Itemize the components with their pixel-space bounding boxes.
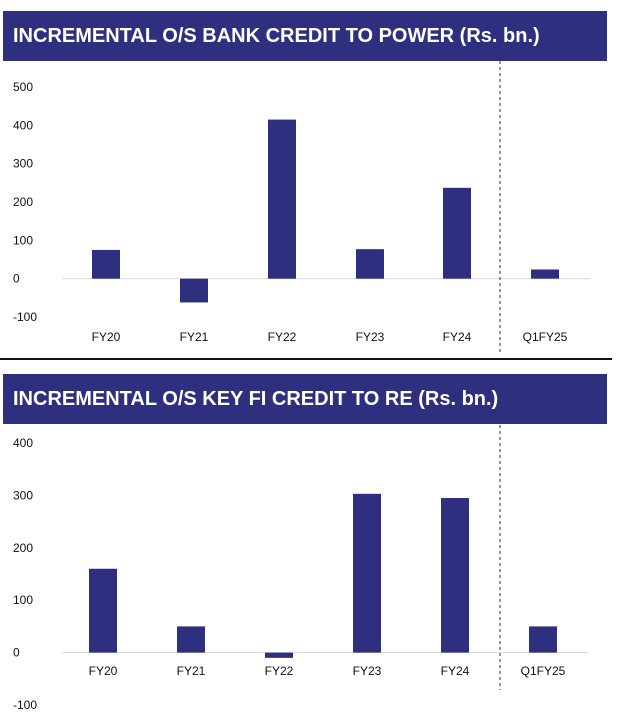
chart-2-header: INCREMENTAL O/S KEY FI CREDIT TO RE (Rs.… (3, 374, 607, 424)
y-tick-label: 100 (13, 233, 33, 247)
bar-fy22 (265, 652, 293, 658)
y-tick-label: 300 (13, 157, 33, 171)
x-tick-label: FY20 (92, 330, 121, 344)
chart-2-plot: 400 300 200 100 0 -100 FY20 FY21 FY22 FY23 FY24 Q1F… (13, 425, 588, 712)
y-tick-label: 200 (13, 541, 33, 555)
x-tick-label: Q1FY25 (521, 664, 566, 678)
x-tick-label: FY21 (180, 330, 209, 344)
y-tick-label: 100 (13, 593, 33, 607)
y-tick-label: 400 (13, 118, 33, 132)
chart-1-title: INCREMENTAL O/S BANK CREDIT TO POWER (Rs… (13, 24, 540, 47)
x-tick-label: FY24 (441, 664, 470, 678)
bar-fy23 (356, 249, 384, 279)
bar-fy21 (180, 278, 208, 303)
x-tick-label: Q1FY25 (523, 330, 568, 344)
bar-fy24 (441, 498, 469, 653)
y-tick-label: 400 (13, 436, 33, 450)
chart-1-header: INCREMENTAL O/S BANK CREDIT TO POWER (Rs… (3, 11, 607, 61)
bar-fy24 (443, 187, 471, 279)
bar-fy22 (268, 119, 296, 279)
y-tick-label: 500 (13, 80, 33, 94)
x-tick-label: FY21 (177, 664, 206, 678)
y-tick-label: 200 (13, 195, 33, 209)
bar-q1fy25 (531, 269, 559, 279)
chart-1-plot: 500 400 300 200 100 0 -100 FY20 FY21 FY22 FY23 FY24… (13, 61, 590, 353)
bar-fy20 (92, 249, 120, 279)
bar-fy21 (177, 626, 205, 653)
x-tick-label: FY23 (356, 330, 385, 344)
y-tick-label: -100 (13, 698, 37, 712)
y-tick-label: 0 (13, 646, 20, 660)
x-tick-label: FY20 (89, 664, 118, 678)
x-tick-label: FY22 (265, 664, 294, 678)
panel-divider (0, 358, 612, 360)
bar-fy23 (353, 493, 381, 653)
x-tick-label: FY23 (353, 664, 382, 678)
y-tick-label: 300 (13, 488, 33, 502)
x-tick-label: FY22 (268, 330, 297, 344)
y-tick-label: 0 (13, 272, 20, 286)
bar-q1fy25 (529, 626, 557, 653)
bar-fy20 (89, 568, 117, 653)
chart-2-title: INCREMENTAL O/S KEY FI CREDIT TO RE (Rs.… (13, 387, 499, 410)
x-tick-label: FY24 (443, 330, 472, 344)
y-tick-label: -100 (13, 310, 37, 324)
